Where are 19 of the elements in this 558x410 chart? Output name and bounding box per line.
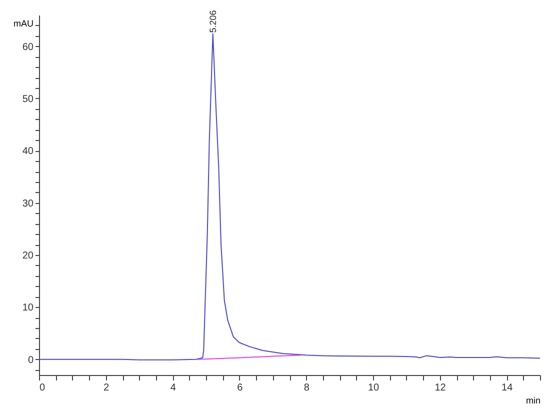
x-tick-label: 12 <box>434 382 446 394</box>
x-tick-label: 2 <box>104 382 110 394</box>
y-tick-label: 60 <box>22 42 34 53</box>
y-tick-label: 40 <box>22 146 34 158</box>
line-series <box>39 33 540 360</box>
y-axis-title: mAU <box>14 18 34 28</box>
x-tick-label: 4 <box>170 382 176 394</box>
y-tick-label: 50 <box>22 94 34 105</box>
x-tick-label: 6 <box>237 382 244 394</box>
annotation: 5.206 <box>208 10 218 33</box>
y-tick-label: 20 <box>22 250 34 262</box>
x-tick-label: 14 <box>502 382 514 394</box>
x-tick-label: 8 <box>304 382 310 394</box>
y-tick-label: 30 <box>22 198 34 210</box>
x-tick-label: 10 <box>368 382 380 394</box>
x-axis-title: min <box>526 396 540 406</box>
x-tick-label: 0 <box>40 382 46 394</box>
y-tick-label: 10 <box>22 302 34 314</box>
y-tick-label: 0 <box>28 354 34 366</box>
